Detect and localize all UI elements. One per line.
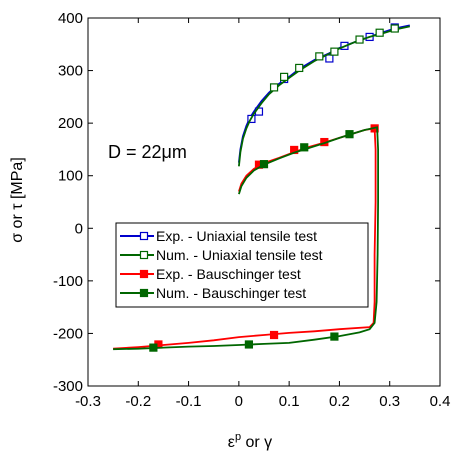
legend-swatch-marker bbox=[139, 269, 149, 279]
data-point bbox=[295, 63, 304, 73]
x-tick-label: 0 bbox=[235, 393, 243, 410]
x-axis-title-rest: or γ bbox=[241, 434, 272, 451]
data-point bbox=[149, 343, 158, 352]
legend-entry: Num. - Uniaxial tensile test bbox=[120, 247, 323, 263]
data-point bbox=[269, 83, 279, 92]
y-axis-title: σ or τ [MPa] bbox=[9, 157, 26, 243]
y-tick-label: 400 bbox=[58, 10, 83, 27]
legend-label: Num. - Bauschinger test bbox=[156, 285, 306, 301]
data-point bbox=[390, 24, 399, 33]
legend-entry: Num. - Bauschinger test bbox=[120, 285, 306, 301]
y-tick-label: -300 bbox=[53, 378, 83, 395]
series-num-tensile bbox=[238, 24, 410, 167]
y-tick-label: 300 bbox=[58, 63, 83, 80]
x-axis-title-sup: p bbox=[235, 431, 241, 443]
legend-label: Exp. - Bauschinger test bbox=[156, 266, 301, 282]
legend-box bbox=[115, 222, 369, 308]
legend-label: Num. - Uniaxial tensile test bbox=[156, 247, 323, 263]
data-point bbox=[269, 330, 279, 340]
legend-entry: Exp. - Bauschinger test bbox=[120, 266, 301, 282]
x-axis-title: εp or γ bbox=[228, 431, 272, 451]
data-point bbox=[330, 332, 339, 341]
series-num-bauschinger bbox=[113, 126, 380, 352]
data-point bbox=[315, 52, 324, 61]
x-tick-label: -0.3 bbox=[75, 393, 101, 410]
y-tick-label: -200 bbox=[53, 325, 83, 342]
x-tick-label: -0.1 bbox=[176, 393, 202, 410]
data-point bbox=[355, 35, 364, 44]
data-point bbox=[345, 130, 354, 139]
data-point bbox=[375, 28, 384, 37]
legend-label: Exp. - Uniaxial tensile test bbox=[156, 228, 317, 244]
series-group bbox=[113, 23, 410, 352]
series-line bbox=[113, 126, 380, 351]
data-point bbox=[330, 47, 339, 56]
x-axis-title-base: ε bbox=[228, 434, 235, 451]
x-tick-label: 0.3 bbox=[379, 393, 400, 410]
y-tick-label: 0 bbox=[75, 220, 83, 237]
legend-swatch-marker bbox=[139, 231, 149, 241]
x-tick-label: 0.2 bbox=[329, 393, 350, 410]
annotation-label: D = 22μm bbox=[108, 142, 187, 162]
plot-frame bbox=[87, 17, 441, 387]
x-tick-label: 0.1 bbox=[279, 393, 300, 410]
legend: Exp. - Uniaxial tensile test Num. - Uniax… bbox=[115, 222, 369, 308]
data-point bbox=[244, 340, 254, 349]
data-point bbox=[280, 72, 289, 81]
legend-entry: Exp. - Uniaxial tensile test bbox=[120, 228, 317, 244]
data-point bbox=[325, 54, 334, 63]
x-tick-label: -0.2 bbox=[125, 393, 151, 410]
x-tick-label: 0.4 bbox=[430, 393, 451, 410]
axes: -0.3 -0.2 -0.1 0 0.1 0.2 0.3 0.4 -300 -200 -100 0 10… bbox=[53, 10, 450, 410]
data-point bbox=[300, 143, 309, 152]
y-tick-label: 100 bbox=[58, 168, 83, 185]
legend-swatch-marker bbox=[139, 288, 149, 298]
data-point bbox=[259, 160, 269, 169]
plot-area bbox=[87, 17, 441, 387]
legend-swatch-marker bbox=[139, 250, 149, 260]
series-line bbox=[238, 25, 410, 167]
y-tick-label: 200 bbox=[58, 115, 83, 132]
y-tick-label: -100 bbox=[53, 273, 83, 290]
